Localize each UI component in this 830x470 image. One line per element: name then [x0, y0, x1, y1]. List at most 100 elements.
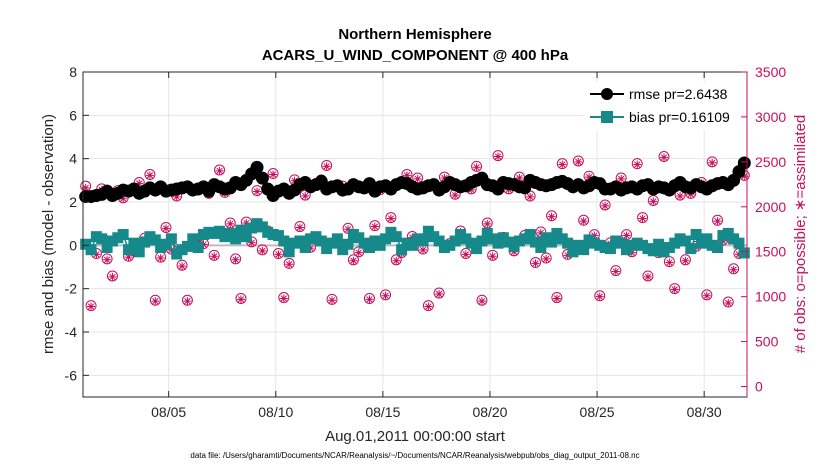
obs-assimilated-point — [643, 272, 652, 281]
bias-point — [712, 242, 724, 253]
obs-assimilated-point — [108, 272, 117, 281]
obs-assimilated-point — [172, 192, 181, 201]
bias-point — [690, 229, 702, 240]
obs-assimilated-point — [547, 212, 556, 221]
rmse-point — [737, 156, 751, 170]
x-tick-label: 08/15 — [365, 404, 400, 420]
obs-assimilated-point — [724, 298, 733, 307]
bias-point — [647, 245, 659, 257]
bias-point — [192, 242, 204, 253]
bias-point — [101, 242, 113, 253]
obs-assimilated-point — [269, 170, 278, 179]
y-tick-label-right: 2000 — [755, 199, 786, 215]
obs-possible-point — [615, 172, 627, 184]
bias-point — [315, 235, 327, 247]
obs-assimilated-point — [579, 217, 588, 226]
bias-point — [685, 243, 697, 255]
obs-possible-point — [578, 214, 590, 226]
obs-possible-point — [540, 252, 552, 264]
y-axis-label-right: # of obs: o=possible; ∗=assimilated — [792, 115, 809, 354]
obs-assimilated-point — [349, 256, 358, 265]
bias-point — [123, 244, 135, 256]
obs-assimilated-point — [531, 259, 540, 268]
obs-assimilated-point — [290, 176, 299, 185]
obs-assimilated-point — [617, 174, 626, 183]
bias-point — [433, 235, 445, 247]
obs-assimilated-point — [713, 217, 722, 226]
bias-point — [342, 238, 354, 250]
obs-possible-point — [706, 156, 718, 168]
obs-assimilated-point — [649, 197, 658, 206]
chart-title-line1: Northern Hemisphere — [338, 26, 491, 43]
bias-point — [406, 239, 418, 251]
obs-assimilated-point — [365, 295, 374, 304]
bias-point — [128, 237, 140, 249]
obs-possible-point — [380, 289, 392, 301]
x-tick-label: 08/05 — [151, 404, 186, 420]
obs-possible-point — [610, 265, 622, 277]
obs-possible-point — [369, 220, 381, 232]
bias-point — [165, 233, 177, 245]
bias-point — [562, 237, 574, 249]
obs-assimilated-point — [322, 162, 331, 171]
obs-assimilated-point — [226, 219, 235, 228]
obs-possible-point — [599, 199, 611, 211]
obs-possible-point — [642, 270, 654, 282]
obs-assimilated-point — [301, 192, 310, 201]
legend-rmse-marker — [601, 88, 613, 100]
y-axis-label-left: rmse and bias (model - observation) — [40, 114, 57, 354]
obs-assimilated-point — [488, 252, 497, 261]
obs-possible-point — [230, 253, 242, 265]
obs-possible-point — [321, 159, 333, 171]
obs-possible-point — [487, 249, 499, 261]
obs-assimilated-point — [708, 158, 717, 167]
bias-point — [701, 233, 713, 245]
obs-assimilated-point — [81, 183, 90, 192]
obs-assimilated-point — [660, 153, 668, 162]
bias-point — [546, 236, 558, 248]
obs-possible-point — [385, 212, 397, 224]
obs-assimilated-point — [440, 174, 449, 183]
obs-possible-point — [631, 158, 643, 170]
bias-point — [535, 242, 547, 253]
y-tick-label-right: 2500 — [755, 154, 786, 170]
bias-point — [604, 243, 616, 255]
obs-assimilated-point — [676, 192, 685, 201]
bias-point — [299, 242, 311, 253]
obs-assimilated-point — [419, 245, 428, 254]
bias-point — [567, 246, 579, 258]
obs-assimilated-point — [151, 297, 160, 306]
obs-possible-point — [278, 292, 290, 304]
obs-assimilated-point — [328, 296, 336, 305]
bias-point — [283, 246, 295, 258]
obs-possible-point — [283, 257, 295, 269]
bias-point — [149, 234, 161, 246]
y-tick-label-right: 500 — [755, 334, 779, 350]
obs-assimilated-point — [483, 219, 492, 228]
obs-assimilated-point — [236, 295, 245, 304]
obs-assimilated-point — [435, 289, 444, 298]
bias-point — [374, 239, 386, 251]
y-tick-label-right: 1500 — [755, 244, 786, 260]
obs-assimilated-point — [665, 258, 674, 267]
y-tick-label-left: 8 — [69, 64, 77, 80]
x-ticks: 08/05 08/10 08/15 08/20 08/25 08/30 — [151, 72, 722, 420]
bias-point — [187, 233, 199, 245]
obs-possible-point — [669, 283, 681, 295]
bias-point — [181, 240, 193, 252]
legend: rmse pr=2.6438 bias pr=0.16109 — [585, 82, 741, 130]
obs-possible-point — [326, 293, 338, 305]
obs-assimilated-point — [386, 214, 395, 223]
bias-point — [96, 233, 108, 245]
bias-point — [380, 233, 392, 245]
obs-assimilated-point — [515, 174, 524, 183]
obs-assimilated-point — [135, 179, 144, 188]
obs-possible-point — [647, 195, 659, 207]
obs-assimilated-point — [601, 201, 610, 210]
legend-rmse-label: rmse pr=2.6438 — [629, 86, 728, 102]
obs-possible-point — [529, 257, 541, 269]
obs-assimilated-point — [451, 191, 460, 200]
y-tick-label-left: 2 — [69, 194, 77, 210]
obs-possible-point — [181, 294, 193, 306]
